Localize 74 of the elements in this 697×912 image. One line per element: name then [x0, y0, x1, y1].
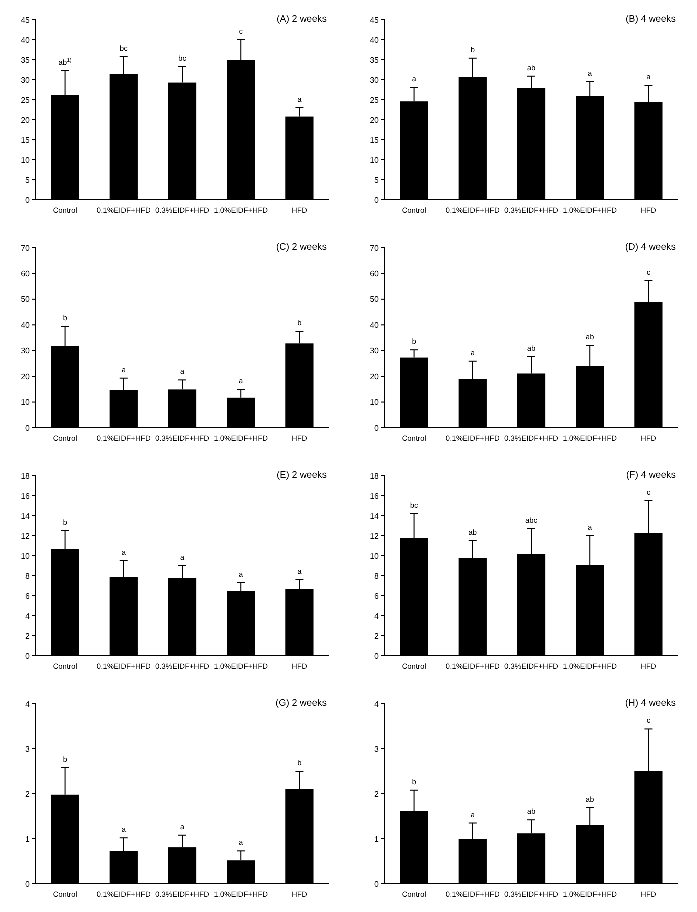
- y-tick-label: 35: [21, 56, 31, 65]
- y-tick-label: 1: [374, 834, 380, 844]
- y-tick-label: 4: [26, 612, 31, 621]
- y-tick-label: 5: [374, 176, 380, 185]
- y-tick-label: 10: [21, 156, 31, 165]
- y-tick-label: 30: [21, 76, 31, 85]
- y-tick-label: 15: [21, 136, 31, 145]
- y-tick-label: 0: [26, 652, 31, 661]
- y-tick-label: 2: [374, 632, 380, 641]
- y-tick-label: 0: [374, 652, 380, 661]
- y-tick-label: 2: [374, 790, 380, 799]
- y-tick-label: 10: [370, 398, 380, 408]
- y-tick-label: 50: [370, 295, 380, 304]
- y-tick-label: 35: [370, 56, 380, 65]
- y-tick-label: 70: [370, 244, 380, 253]
- y-tick-label: 14: [21, 512, 31, 521]
- y-tick-label: 0: [374, 196, 380, 205]
- y-tick-label: 2: [26, 790, 31, 799]
- y-tick-label: 50: [21, 295, 31, 304]
- y-tick-label: 20: [21, 372, 31, 382]
- chart-title: (C) 2 weeks: [276, 242, 328, 253]
- y-tick-label: 15: [370, 136, 380, 145]
- y-tick-label: 40: [370, 320, 380, 330]
- y-tick-label: 40: [21, 36, 31, 45]
- y-tick-label: 45: [21, 16, 31, 25]
- y-tick-label: 40: [370, 36, 380, 45]
- y-tick-label: 20: [370, 116, 380, 125]
- y-tick-label: 5: [26, 176, 31, 185]
- y-tick-label: 10: [21, 398, 31, 408]
- chart-title: (E) 2 weeks: [276, 470, 328, 481]
- y-tick-label: 8: [374, 572, 380, 581]
- y-tick-label: 8: [26, 572, 31, 581]
- y-tick-label: 16: [21, 492, 31, 501]
- y-tick-label: 18: [21, 472, 31, 481]
- y-tick-label: 14: [370, 512, 380, 521]
- y-tick-label: 40: [21, 320, 31, 330]
- chart-title: (F) 4 weeks: [626, 470, 676, 481]
- chart-title: (H) 4 weeks: [625, 698, 676, 709]
- chart-title: (A) 2 weeks: [276, 14, 328, 25]
- y-tick-label: 20: [21, 116, 31, 125]
- y-tick-label: 0: [26, 880, 31, 889]
- chart-title: (G) 2 weeks: [276, 698, 328, 709]
- y-tick-label: 25: [370, 96, 380, 105]
- y-tick-label: 60: [370, 270, 380, 279]
- y-tick-label: 70: [21, 244, 31, 253]
- y-tick-label: 30: [21, 346, 31, 356]
- y-tick-label: 0: [374, 880, 380, 889]
- chart-title: (B) 4 weeks: [626, 14, 676, 25]
- y-tick-label: 2: [26, 632, 31, 641]
- y-tick-label: 0: [26, 424, 31, 433]
- y-tick-label: 6: [26, 592, 31, 601]
- y-tick-label: 4: [374, 612, 380, 621]
- y-tick-label: 30: [370, 346, 380, 356]
- y-tick-label: 12: [370, 532, 380, 541]
- y-tick-label: 12: [21, 532, 31, 541]
- y-tick-label: 25: [21, 96, 31, 105]
- y-tick-label: 20: [370, 372, 380, 382]
- y-tick-label: 10: [21, 552, 31, 561]
- y-tick-label: 16: [370, 492, 380, 501]
- y-tick-label: 45: [370, 16, 380, 25]
- y-tick-label: 10: [370, 552, 380, 561]
- y-tick-label: 0: [374, 424, 380, 433]
- y-tick-label: 6: [374, 592, 380, 601]
- y-tick-label: 4: [374, 700, 380, 709]
- y-tick-label: 3: [26, 744, 31, 754]
- y-tick-label: 10: [370, 156, 380, 165]
- y-tick-label: 18: [370, 472, 380, 481]
- y-tick-label: 60: [21, 270, 31, 279]
- y-tick-label: 1: [26, 834, 31, 844]
- y-tick-label: 3: [374, 744, 380, 754]
- y-tick-label: 0: [26, 196, 31, 205]
- y-tick-label: 30: [370, 76, 380, 85]
- chart-title: (D) 4 weeks: [625, 242, 676, 253]
- y-tick-label: 4: [26, 700, 31, 709]
